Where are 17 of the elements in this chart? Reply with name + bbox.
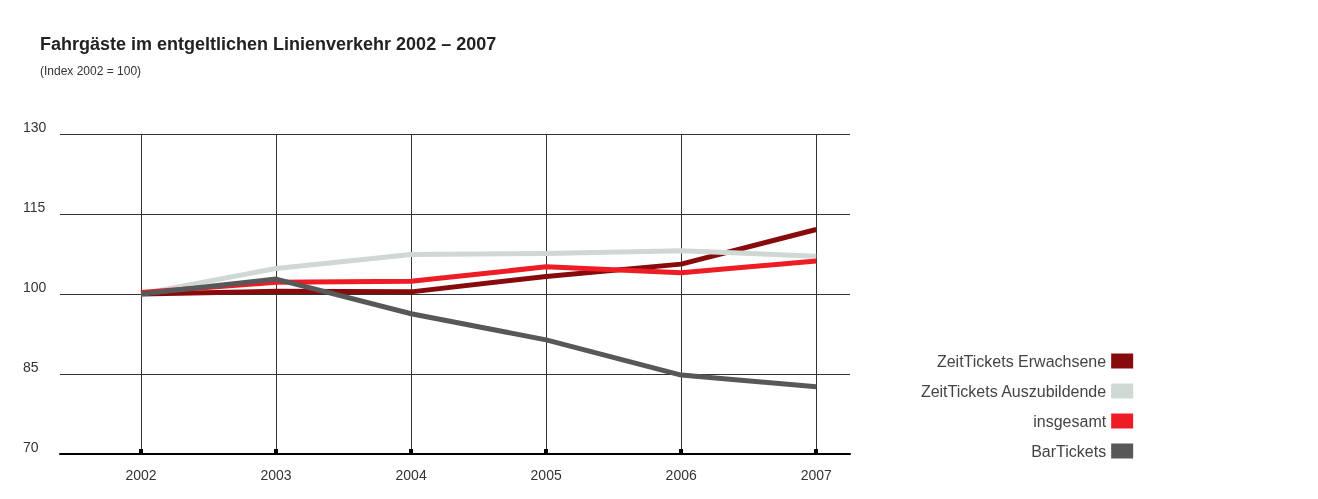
y-tick-label: 100 [23, 279, 47, 295]
x-tick-label: 2004 [395, 467, 427, 483]
x-tick-label: 2002 [125, 467, 157, 483]
y-tick-label: 115 [23, 199, 46, 215]
chart-subtitle: (Index 2002 = 100) [40, 64, 142, 78]
chart-title: Fahrgäste im entgeltlichen Linienverkehr 2002 – 2007 [40, 34, 497, 54]
legend-label: BarTickets [1031, 442, 1107, 460]
x-tick-label: 2003 [260, 467, 292, 483]
x-tick-label: 2007 [800, 467, 833, 483]
legend-label: ZeitTickets Erwachsene [936, 352, 1107, 370]
y-tick-label: 85 [23, 359, 39, 375]
x-tick-label: 2006 [665, 467, 697, 483]
legend-label: insgesamt [1033, 412, 1107, 430]
y-tick-label: 70 [23, 439, 39, 455]
legend-label: ZeitTickets Auszubildende [920, 382, 1107, 400]
x-tick-label: 2005 [530, 467, 562, 483]
y-tick-label: 130 [23, 119, 47, 135]
